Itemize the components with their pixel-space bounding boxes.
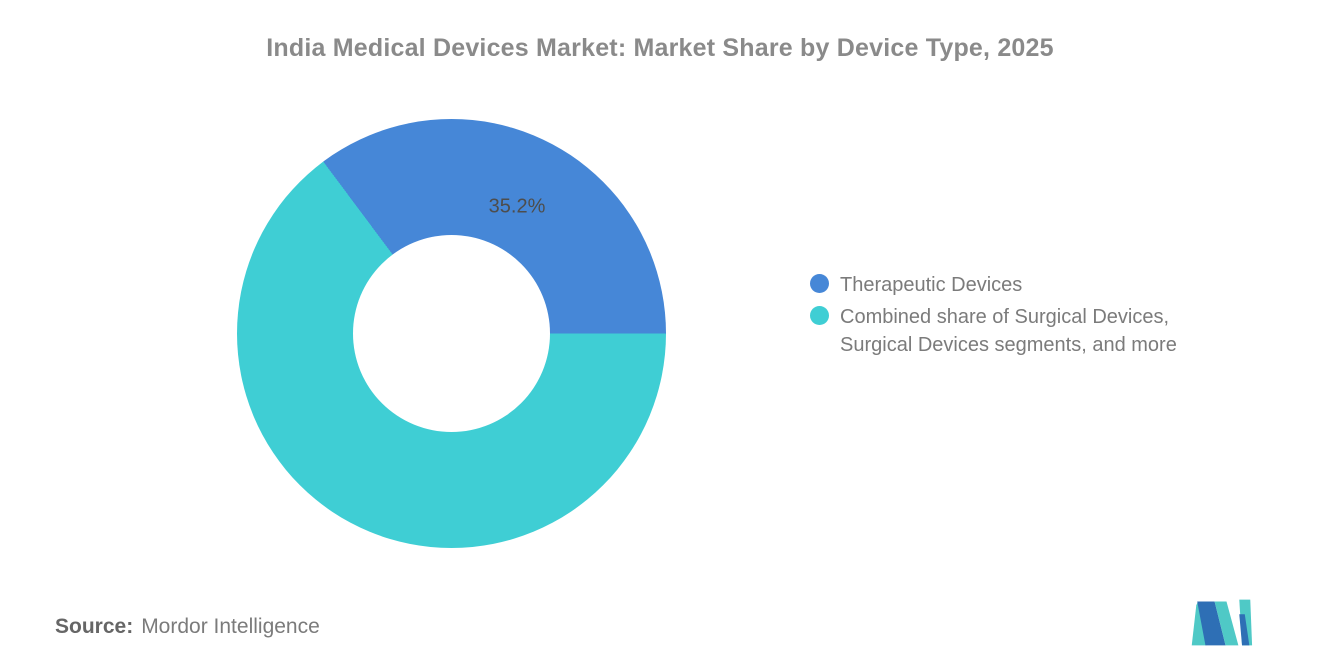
legend-label: Combined share of Surgical Devices, Surg… bbox=[840, 306, 1177, 356]
legend-item-therapeutic-devices[interactable]: Therapeutic Devices bbox=[810, 271, 1230, 299]
legend-marker-circle bbox=[810, 306, 829, 325]
legend-marker-circle bbox=[810, 274, 829, 293]
chart-title: India Medical Devices Market: Market Sha… bbox=[266, 34, 1054, 62]
slice-value-label: 35.2% bbox=[488, 195, 546, 218]
donut-hole bbox=[353, 235, 550, 432]
mordor-intelligence-logo bbox=[1191, 599, 1253, 646]
source-line: Source: Mordor Intelligence bbox=[55, 615, 320, 639]
legend-label: Therapeutic Devices bbox=[840, 274, 1023, 296]
source-value: Mordor Intelligence bbox=[141, 615, 320, 638]
legend-item-combined-share[interactable]: Combined share of Surgical Devices, Surg… bbox=[810, 303, 1230, 359]
donut-chart: 35.2% bbox=[237, 119, 666, 548]
legend: Therapeutic Devices Combined share of Su… bbox=[810, 271, 1230, 363]
source-label: Source: bbox=[55, 615, 134, 638]
